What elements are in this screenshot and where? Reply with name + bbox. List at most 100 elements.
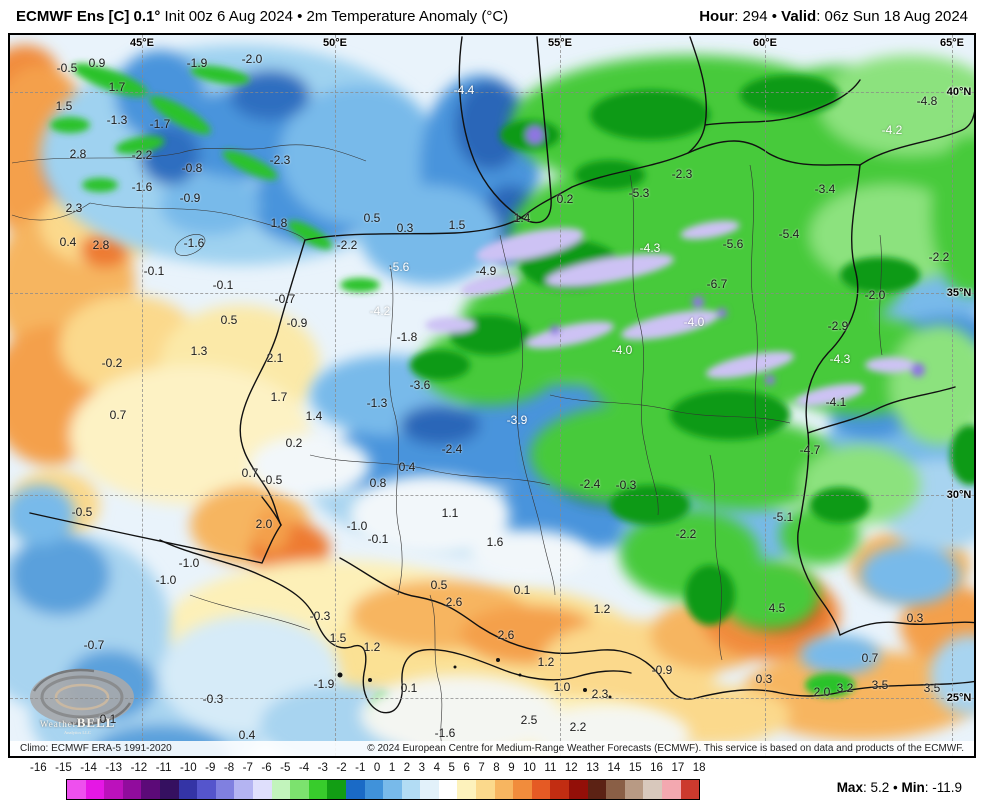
anomaly-value-label: -4.3: [639, 241, 661, 255]
header-bar: ECMWF Ens [C] 0.1° Init 00z 6 Aug 2024 •…: [0, 0, 984, 33]
anomaly-value-label: -0.9: [651, 663, 673, 677]
colorbar-tick: 4: [433, 762, 440, 774]
anomaly-value-label: 3.5: [923, 681, 941, 695]
colorbar-segment: [234, 780, 253, 799]
colorbar-segment: [122, 780, 142, 799]
colorbar-segment: [178, 780, 198, 799]
anomaly-value-label: 2.8: [69, 147, 87, 161]
colorbar-segment: [290, 780, 309, 799]
anomaly-value-label: 0.5: [220, 313, 238, 327]
anomaly-value-label: 2.3: [65, 201, 83, 215]
colorbar-segment: [476, 780, 495, 799]
colorbar-tick-labels: -16 -15 -14 -13 -12 -11 -10 -9 -8 -7 -6 -5 -4 -3 -2 -1 0…: [30, 762, 706, 774]
lat-label: 30°N: [946, 489, 972, 501]
colorbar-tick: 2: [403, 762, 411, 774]
lon-label: 60°E: [753, 37, 777, 49]
anomaly-value-label: -1.0: [178, 556, 200, 570]
colorbar-tick: 16: [650, 762, 663, 774]
colorbar-tick: 15: [628, 762, 642, 774]
colorbar-tick: -6: [261, 762, 272, 774]
anomaly-value-label: -0.3: [615, 478, 637, 492]
lon-label: 55°E: [548, 37, 572, 49]
map-image: 45°E 50°E 55°E 60°E 65°E 40°N 35°N 30°N 25°N -0.…: [8, 33, 976, 758]
anomaly-value-label: -5.1: [772, 510, 794, 524]
anomaly-value-label: 3.5: [871, 678, 889, 692]
anomaly-value-label: 0.3: [906, 611, 924, 625]
colorbar-tick: -9: [205, 762, 216, 774]
climo-note: Climo: ECMWF ERA-5 1991-2020: [20, 743, 172, 754]
gridline-lon: [335, 35, 336, 756]
gridline-lon: [952, 35, 953, 756]
anomaly-value-label: 3.2: [836, 681, 854, 695]
colorbar-tick: 8: [493, 762, 500, 774]
anomaly-value-label: 1.2: [593, 602, 611, 616]
weatherbell-logo-swirl: [30, 668, 134, 726]
anomaly-value-label: 1.2: [363, 640, 381, 654]
weatherbell-logo: WeatherBELL Analytics LLC: [24, 690, 144, 754]
model-name: ECMWF Ens [C] 0.1°: [16, 8, 161, 25]
anomaly-value-label: -2.4: [441, 442, 463, 456]
anomaly-value-label: 0.2: [556, 192, 574, 206]
anomaly-value-label: -2.0: [241, 52, 263, 66]
anomaly-value-label: -1.8: [396, 330, 418, 344]
anomaly-value-label: -4.2: [881, 123, 903, 137]
colorbar-tick: -15: [55, 762, 72, 774]
anomaly-value-label: -3.4: [814, 182, 836, 196]
lon-label: 65°E: [940, 37, 964, 49]
lon-label: 50°E: [323, 37, 347, 49]
colorbar-tick: 3: [418, 762, 426, 774]
colorbar-tick: -14: [80, 762, 97, 774]
max-min-stats: Max: 5.2 • Min: -11.9: [836, 780, 962, 795]
colorbar-segment: [587, 780, 607, 799]
anomaly-value-label: 2.6: [445, 595, 463, 609]
anomaly-value-label: -2.4: [579, 477, 601, 491]
anomaly-field: [10, 35, 974, 756]
anomaly-value-label: 2.3: [591, 687, 609, 701]
colorbar-tick: -4: [298, 762, 310, 774]
colorbar-segment: [159, 780, 179, 799]
anomaly-value-label: -4.1: [825, 395, 847, 409]
colorbar-tick: 18: [692, 762, 706, 774]
colorbar-segment: [531, 780, 551, 799]
anomaly-value-label: 0.9: [88, 56, 106, 70]
colorbar-segment: [438, 780, 458, 799]
forecast-time: Hour: 294 • Valid: 06z Sun 18 Aug 2024: [699, 8, 968, 25]
anomaly-value-label: 0.7: [861, 651, 879, 665]
value-label-layer: -0.5 0.9 1.7 1.5 -1.9 -2.0 -1.3 -1.7 2.8 -2.2 -0.8…: [10, 35, 974, 756]
colorbar-segment: [104, 780, 123, 799]
copyright-note: © 2024 European Centre for Medium-Range …: [367, 743, 964, 754]
anomaly-value-label: 2.0: [813, 685, 831, 699]
anomaly-value-label: 1.1: [441, 506, 459, 520]
anomaly-value-label: -2.2: [336, 238, 358, 252]
anomaly-value-label: 2.5: [520, 713, 538, 727]
colorbar-segment: [550, 780, 570, 799]
anomaly-value-label: -5.4: [778, 227, 800, 241]
colorbar-tick: -16: [30, 762, 47, 774]
anomaly-value-label: -0.1: [212, 278, 234, 292]
gridline-lon: [560, 35, 561, 756]
anomaly-value-label: -2.3: [671, 167, 693, 181]
weatherbell-logo-subtext: Analytics LLC: [64, 730, 91, 735]
hour-label: Hour: [699, 8, 735, 25]
colorbar-segment: [383, 780, 402, 799]
anomaly-value-label: -4.8: [916, 94, 938, 108]
anomaly-value-label: -1.7: [149, 117, 171, 131]
colorbar: [66, 779, 700, 800]
anomaly-value-label: -0.8: [181, 161, 203, 175]
anomaly-value-label: -3.6: [409, 378, 431, 392]
anomaly-value-label: 1.6: [486, 535, 504, 549]
colorbar-tick: -12: [130, 762, 148, 774]
colorbar-segment: [457, 780, 477, 799]
colorbar-segment: [271, 780, 291, 799]
colorbar-segment: [345, 780, 365, 799]
colorbar-segment: [252, 780, 272, 799]
weatherbell-logo-text: WeatherBELL: [40, 715, 116, 730]
colorbar-segment: [197, 780, 216, 799]
colorbar-tick: -1: [355, 762, 366, 774]
anomaly-value-label: 0.5: [430, 578, 448, 592]
anomaly-value-label: 0.5: [363, 211, 381, 225]
colorbar-segment: [513, 780, 532, 799]
anomaly-value-label: -0.3: [309, 609, 331, 623]
anomaly-value-label: -2.3: [269, 153, 291, 167]
anomaly-value-label: -4.0: [683, 315, 705, 329]
